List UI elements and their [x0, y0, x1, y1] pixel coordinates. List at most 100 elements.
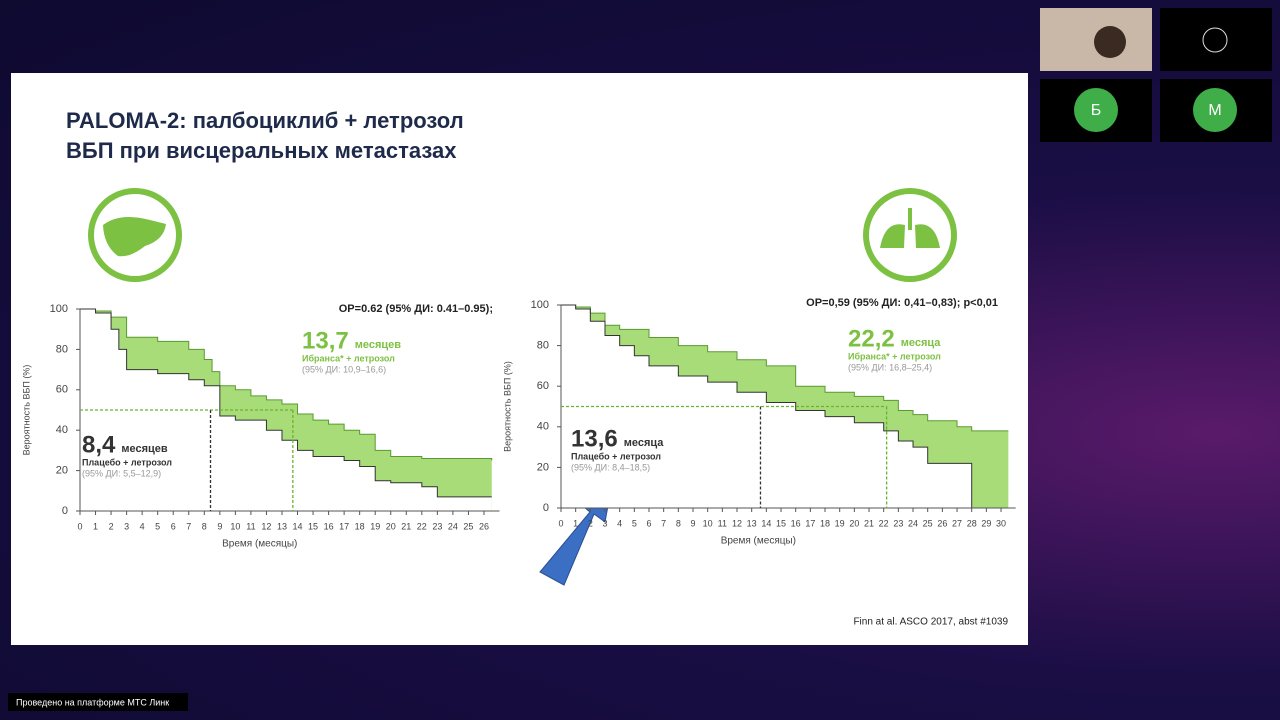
x-tick-label: 7 [186, 521, 191, 531]
km-line [80, 308, 492, 498]
x-tick-label: 6 [646, 518, 651, 528]
logo [1202, 27, 1228, 53]
x-tick-label: 24 [908, 518, 918, 528]
x-tick-label: 19 [835, 518, 845, 528]
lungs-shape [880, 208, 940, 248]
avatar-letter: М [1208, 102, 1221, 119]
avatar [1193, 88, 1237, 132]
area [80, 309, 492, 511]
slide-title: ВБП при висцеральных метастазах [66, 138, 457, 163]
slide-title: PALOMA-2: палбоциклиб + летрозол [66, 108, 464, 133]
x-tick-label: 15 [776, 518, 786, 528]
x-tick-label: 8 [676, 518, 681, 528]
x-tick-label: 1 [93, 521, 98, 531]
x-tick-label: 19 [370, 521, 380, 531]
y-tick-label: 40 [56, 424, 68, 436]
x-tick-label: 26 [937, 518, 947, 528]
x-tick-label: 12 [261, 521, 271, 531]
x-tick-label: 23 [893, 518, 903, 528]
x-tick-label: 18 [820, 518, 830, 528]
median-unit: месяца [901, 337, 942, 349]
x-tick-label: 25 [923, 518, 933, 528]
x-tick-label: 24 [448, 521, 458, 531]
x-tick-label: 15 [308, 521, 318, 531]
x-tick-label: 6 [171, 521, 176, 531]
x-tick-label: 16 [324, 521, 334, 531]
y-axis-label: Вероятность ВБП (%) [502, 361, 512, 452]
y-tick-label: 40 [537, 421, 549, 433]
y-tick-label: 100 [50, 303, 68, 315]
arm-name: Плацебо + летрозол [82, 457, 172, 467]
ci-text: (95% ДИ: 16,8–25,4) [848, 362, 932, 372]
km-line [561, 304, 1009, 509]
x-tick-label: 2 [588, 518, 593, 528]
y-tick-label: 20 [537, 461, 549, 473]
x-tick-label: 20 [386, 521, 396, 531]
y-tick-label: 60 [537, 380, 549, 392]
lungs-icon [863, 188, 957, 282]
x-tick-label: 20 [849, 518, 859, 528]
y-tick-label: 100 [531, 299, 549, 311]
x-tick-label: 14 [293, 521, 303, 531]
x-tick-label: 2 [109, 521, 114, 531]
video-tile[interactable] [1160, 8, 1272, 71]
x-tick-label: 21 [401, 521, 411, 531]
ci-text: (95% ДИ: 10,9–16,6) [302, 364, 386, 374]
median-label: 13,6 [571, 425, 618, 452]
avatar [1074, 88, 1118, 132]
x-tick-label: 0 [558, 518, 563, 528]
x-tick-label: 4 [140, 521, 145, 531]
y-tick-label: 20 [56, 465, 68, 477]
x-tick-label: 5 [155, 521, 160, 531]
arm-name: Плацебо + летрозол [571, 451, 661, 461]
x-tick-label: 0 [77, 521, 82, 531]
y-tick-label: 60 [56, 384, 68, 396]
y-tick-label: 0 [543, 502, 549, 514]
y-axis-label: Вероятность ВБП (%) [21, 365, 31, 456]
x-tick-label: 11 [246, 521, 255, 531]
arm-name: Ибранса* + летрозол [848, 351, 941, 361]
median-unit: месяца [624, 437, 665, 449]
median-label: 13,7 [302, 327, 349, 354]
median-label: 8,4 [82, 431, 116, 458]
x-axis-label: Время (месяцы) [222, 539, 297, 550]
x-tick-label: 23 [432, 521, 442, 531]
footer-badge [8, 693, 188, 711]
hr-text: ОР=0,59 (95% ДИ: 0,41–0,83); p<0,01 [806, 297, 998, 309]
x-tick-label: 9 [217, 521, 222, 531]
x-tick-label: 3 [124, 521, 129, 531]
x-tick-label: 29 [981, 518, 991, 528]
arm-name: Ибранса* + летрозол [302, 353, 395, 363]
x-tick-label: 3 [602, 518, 607, 528]
x-tick-label: 7 [661, 518, 666, 528]
footer: Проведено на платформе МТС Линк [16, 697, 169, 707]
ci-text: (95% ДИ: 5,5–12,9) [82, 468, 161, 478]
x-tick-label: 22 [879, 518, 889, 528]
participant-face [1094, 26, 1126, 58]
x-tick-label: 13 [277, 521, 287, 531]
x-tick-label: 22 [417, 521, 427, 531]
x-tick-label: 21 [864, 518, 874, 528]
liver-shape [103, 216, 166, 257]
x-tick-label: 28 [967, 518, 977, 528]
x-tick-label: 4 [617, 518, 622, 528]
x-tick-label: 10 [703, 518, 713, 528]
area [561, 305, 1009, 508]
y-tick-label: 80 [56, 343, 68, 355]
median-unit: месяцев [355, 339, 402, 351]
x-tick-label: 27 [952, 518, 962, 528]
x-tick-label: 10 [230, 521, 240, 531]
y-tick-label: 80 [537, 340, 549, 352]
x-tick-label: 17 [805, 518, 815, 528]
x-tick-label: 9 [691, 518, 696, 528]
x-tick-label: 25 [463, 521, 473, 531]
km-line [561, 304, 1009, 432]
x-tick-label: 11 [718, 518, 727, 528]
ci-text: (95% ДИ: 8,4–18,5) [571, 462, 650, 472]
avatar-letter: Б [1091, 102, 1102, 119]
x-tick-label: 5 [632, 518, 637, 528]
x-tick-label: 1 [573, 518, 578, 528]
x-tick-label: 26 [479, 521, 489, 531]
hr-text: ОР=0.62 (95% ДИ: 0.41–0.95); [339, 303, 493, 315]
